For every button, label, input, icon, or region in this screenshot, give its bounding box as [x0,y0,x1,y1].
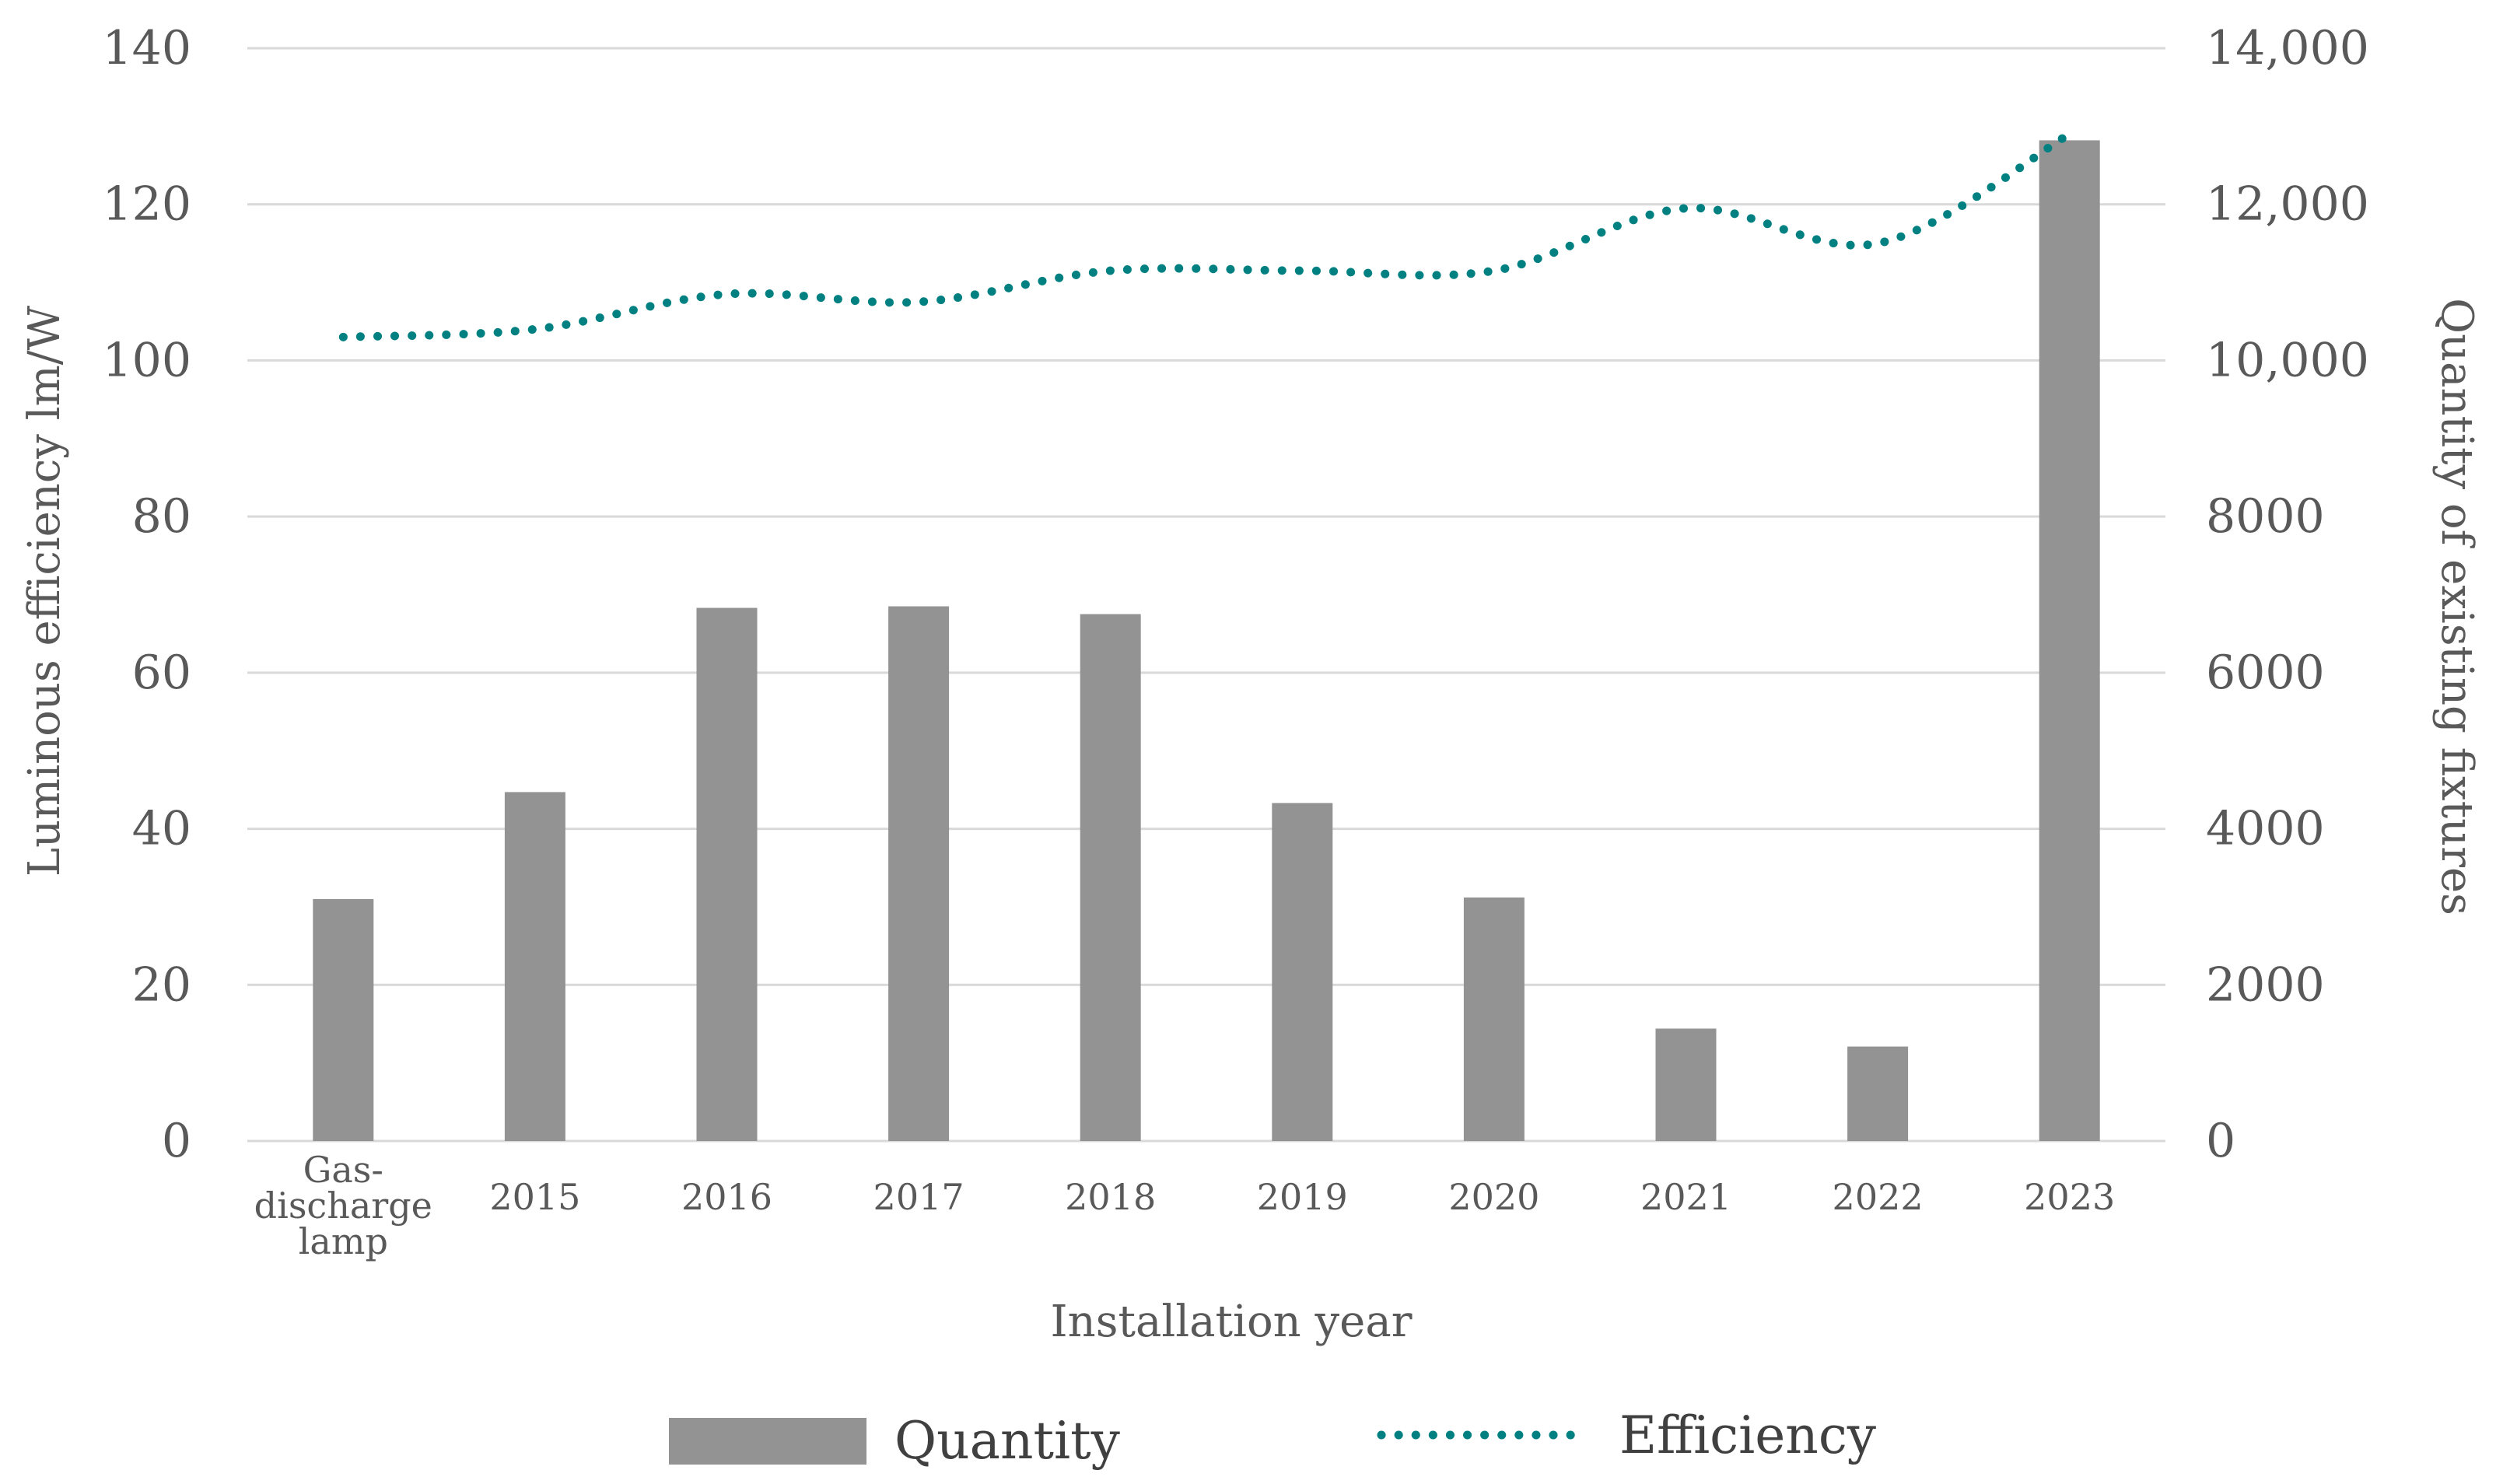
left-axis-ticks: 0 20 40 60 80 100 120 140 [102,21,191,1168]
right-axis-ticks: 0 2000 4000 6000 8000 10,000 12,000 14,000 [2206,21,2369,1168]
left-tick-label-7: 140 [102,21,191,75]
legend-label-efficiency: Efficiency [1619,1405,1877,1465]
x-tick-label-line: discharge [254,1185,432,1227]
right-tick-label-0: 0 [2206,1114,2235,1168]
quantity-bar-6 [1463,897,1525,1141]
left-tick-label-5: 100 [102,333,191,387]
x-tick-label-1: 2015 [489,1176,580,1218]
x-tick-label-line: Gas- [303,1149,383,1191]
gridlines [247,47,2165,1143]
efficiency-point-3 [918,301,919,303]
right-tick-label-7: 14,000 [2206,21,2369,75]
x-tick-label-2: 2016 [681,1176,772,1218]
left-axis-title: Luminous efficiency lm/W [19,305,70,877]
right-tick-label-5: 10,000 [2206,333,2369,387]
efficiency-point-2 [726,293,728,295]
x-tick-label-line: lamp [299,1220,388,1262]
legend: Quantity Efficiency [669,1405,1877,1471]
x-tick-label-5: 2019 [1257,1176,1348,1218]
right-tick-label-4: 8000 [2206,489,2325,544]
right-tick-label-3: 6000 [2206,646,2325,700]
quantity-bars [313,140,2100,1142]
left-tick-label-0: 0 [162,1114,191,1168]
left-tick-label-4: 80 [132,489,191,544]
quantity-bar-8 [1847,1046,1909,1141]
quantity-bar-9 [2039,140,2100,1142]
x-axis-title: Installation year [1051,1297,1413,1347]
x-tick-label-9: 2023 [2024,1176,2115,1218]
legend-swatch-quantity [669,1418,866,1465]
efficiency-point-9 [2069,133,2071,135]
efficiency-line-layer [338,129,2074,341]
x-tick-label-4: 2018 [1065,1176,1156,1218]
x-tick-label-0: Gas-discharge lamp [254,1149,432,1262]
efficiency-point-6 [1493,270,1495,271]
quantity-bar-5 [1272,803,1333,1141]
quantity-bar-2 [696,607,758,1141]
quantity-bar-4 [1080,614,1141,1141]
x-tick-label-3: 2017 [873,1176,964,1218]
efficiency-point-8 [1877,243,1878,244]
x-tick-label-7: 2021 [1640,1176,1731,1218]
left-tick-label-2: 40 [132,802,191,856]
x-tick-label-6: 2020 [1448,1176,1539,1218]
left-tick-label-6: 120 [102,177,191,232]
right-axis-title: Quantity of existing fixtures [2431,298,2482,915]
right-tick-label-1: 2000 [2206,957,2325,1012]
efficiency-line [338,129,2074,341]
right-tick-label-6: 12,000 [2206,177,2369,232]
legend-label-quantity: Quantity [894,1411,1121,1471]
x-tick-label-8: 2022 [1833,1176,1924,1218]
quantity-bar-7 [1655,1028,1717,1141]
quantity-bar-3 [888,606,950,1141]
left-tick-label-1: 20 [132,957,191,1012]
left-tick-label-3: 60 [132,646,191,700]
x-axis-ticks: Gas-discharge lamp 2015 2016 2017 2018 2019 202… [254,1149,2116,1262]
quantity-bar-0 [313,898,374,1141]
right-tick-label-2: 4000 [2206,802,2325,856]
quantity-bar-1 [504,792,565,1141]
